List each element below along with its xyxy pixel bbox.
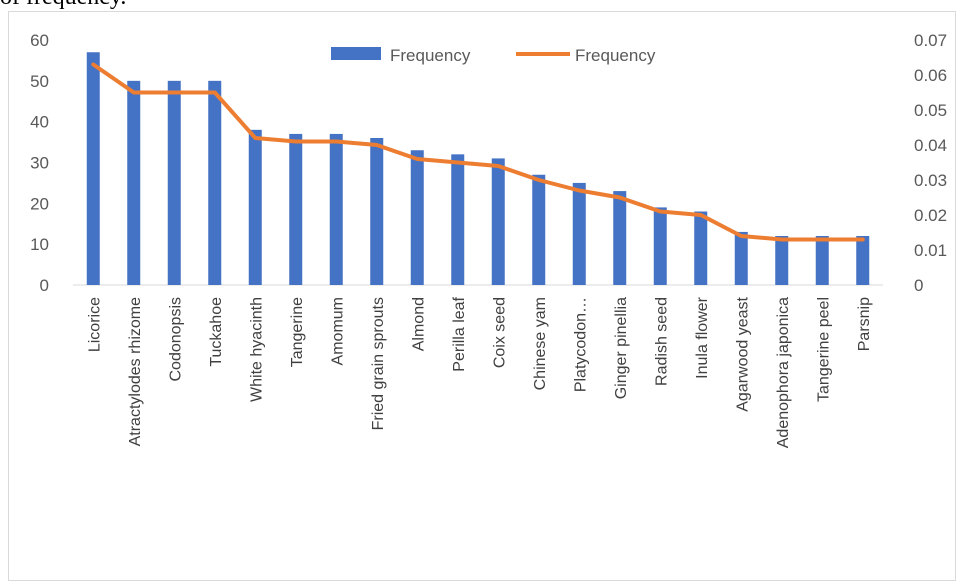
bar <box>775 236 789 285</box>
category-label: Adenophora japonica <box>775 297 792 448</box>
y-right-tick-label: 0.01 <box>914 241 947 260</box>
legend-label-bar: Frequency <box>390 46 471 65</box>
category-label: White hyacinth <box>248 297 265 402</box>
y-right-tick-label: 0.05 <box>914 101 947 120</box>
bar <box>694 211 708 285</box>
y-left-tick-label: 60 <box>30 31 49 50</box>
category-label: Amomum <box>329 297 346 365</box>
category-label: Ginger pinellia <box>613 297 630 399</box>
y-left-tick-label: 30 <box>30 154 49 173</box>
category-label: Parsnip <box>856 297 873 351</box>
bar <box>370 138 384 285</box>
bar <box>289 133 303 285</box>
category-label: Fried grain sprouts <box>370 297 387 430</box>
legend-label-line: Frequency <box>575 46 656 65</box>
y-left-tick-label: 50 <box>30 72 49 91</box>
bars-group <box>86 52 870 285</box>
y-right-tick-label: 0.06 <box>914 66 947 85</box>
bar <box>248 129 262 285</box>
bar <box>86 52 100 285</box>
bar <box>572 182 586 285</box>
y-right-tick-label: 0.03 <box>914 171 947 190</box>
bar <box>208 80 222 285</box>
y-left-tick-label: 20 <box>30 194 49 213</box>
y-right-tick-label: 0.04 <box>914 136 947 155</box>
bar <box>613 191 627 285</box>
category-label: Platycodon… <box>572 297 589 392</box>
y-right-tick-label: 0.07 <box>914 31 947 50</box>
category-label: Licorice <box>86 297 103 352</box>
caption-text: of frequency. <box>0 0 126 11</box>
bar <box>491 158 505 285</box>
bar <box>856 236 870 285</box>
category-label: Atractylodes rhizome <box>127 297 144 446</box>
y-left-tick-label: 40 <box>30 113 49 132</box>
category-label: Tangerine peel <box>815 297 832 402</box>
y-right-tick-label: 0 <box>914 276 923 295</box>
category-label: Tangerine <box>289 297 306 367</box>
category-label: Agarwood yeast <box>734 296 751 411</box>
bar <box>734 231 748 285</box>
y-left-tick-label: 0 <box>40 276 49 295</box>
axes-group: 0 10 20 30 40 50 60 0 0.01 0.02 0.03 0.04 0.05 0.06 0.… <box>30 31 947 295</box>
line-group <box>91 62 865 242</box>
bar <box>653 207 667 285</box>
category-label: Radish seed <box>653 297 670 386</box>
category-label: Chinese yam <box>532 297 549 390</box>
category-label: Almond <box>410 297 427 351</box>
bar <box>532 174 546 285</box>
category-labels-group: Licorice Atractylodes rhizome Codonopsis Tu… <box>86 296 873 448</box>
legend-swatch-bar <box>331 47 381 60</box>
legend: Frequency Frequency <box>331 46 656 65</box>
bar <box>451 154 465 285</box>
category-label: Perilla leaf <box>451 296 468 371</box>
frequency-series-line <box>91 62 865 242</box>
bar <box>167 80 181 285</box>
y-right-tick-label: 0.02 <box>914 206 947 225</box>
category-label: Coix seed <box>491 297 508 368</box>
category-label: Inula flower <box>694 296 711 378</box>
bar <box>127 80 141 285</box>
bar <box>410 150 424 285</box>
category-label: Tuckahoe <box>208 297 225 367</box>
bar <box>329 133 343 285</box>
chart-frame <box>8 11 956 581</box>
y-left-tick-label: 10 <box>30 235 49 254</box>
bar <box>815 236 829 285</box>
category-label: Codonopsis <box>167 297 184 382</box>
